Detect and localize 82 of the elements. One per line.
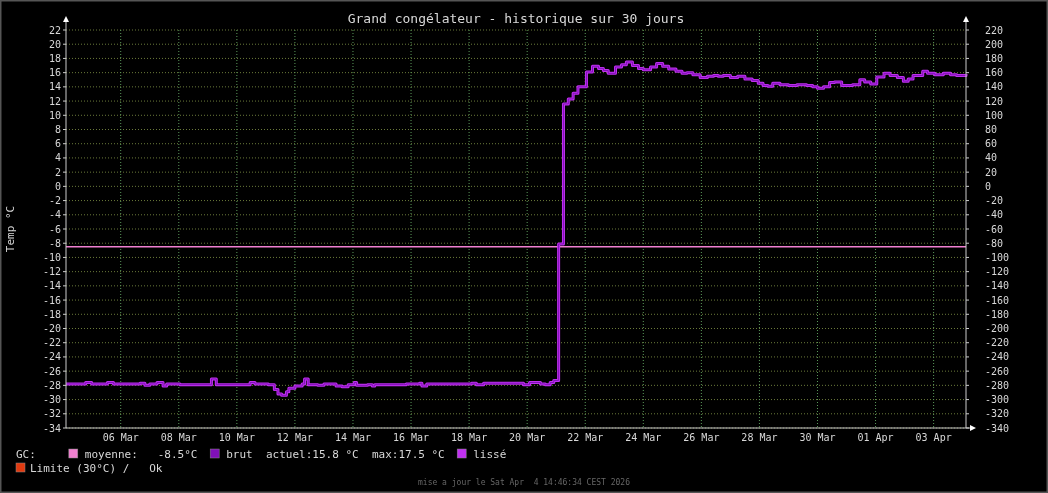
- y2-tick-label: -220: [985, 337, 1010, 349]
- y2-tick-label: 180: [985, 52, 1004, 64]
- y-axis-title: Temp °C: [4, 205, 17, 253]
- y2-tick-label: 220: [985, 24, 1004, 36]
- x-tick-label: 18 Mar: [451, 432, 488, 443]
- y2-tick-label: -320: [985, 408, 1010, 420]
- x-tick-label: 01 Apr: [857, 432, 894, 443]
- y-tick-label: 16: [48, 67, 61, 79]
- y-tick-label: -4: [48, 209, 61, 221]
- y2-tick-label: -160: [985, 294, 1010, 306]
- y-tick-label: -30: [42, 394, 61, 406]
- y2-tick-label: 0: [985, 180, 992, 192]
- y-tick-label: -22: [42, 337, 61, 349]
- y-tick-label: 2: [54, 166, 61, 178]
- y2-tick-label: -60: [985, 223, 1004, 235]
- y-tick-label: 8: [54, 124, 61, 135]
- y-tick-label: -20: [42, 323, 61, 334]
- y-tick-label: 12: [48, 95, 61, 107]
- y-tick-label: -8: [48, 237, 61, 249]
- y-tick-label: -12: [42, 266, 61, 278]
- y2-tick-label: -80: [985, 237, 1004, 249]
- y-tick-label: -34: [42, 422, 61, 434]
- y2-tick-label: 60: [985, 138, 998, 150]
- y-tick-label: 22: [48, 24, 61, 36]
- x-tick-label: 12 Mar: [276, 432, 313, 443]
- y-tick-label: 10: [48, 109, 61, 121]
- y-tick-label: -2: [48, 195, 61, 207]
- legend-label: moyenne: -8.5°C: [84, 448, 198, 461]
- y-tick-label: -18: [42, 308, 61, 320]
- y2-tick-label: -240: [985, 351, 1010, 363]
- y-tick-label: 14: [48, 81, 61, 93]
- y2-tick-label: 40: [985, 152, 998, 164]
- y2-tick-label: 140: [985, 81, 1004, 93]
- y2-tick-label: -100: [985, 251, 1010, 263]
- y2-tick-label: 160: [985, 67, 1004, 79]
- text: mise a jour le Sat Apr 4 14:46:34 CEST 2026: [418, 478, 631, 487]
- y-tick-label: 4: [54, 152, 61, 164]
- y2-tick-label: 80: [985, 124, 998, 135]
- x-tick-label: 16 Mar: [392, 432, 430, 443]
- x-tick-label: 03 Apr: [915, 432, 952, 443]
- y-tick-label: -6: [48, 223, 61, 235]
- x-tick-label: 30 Mar: [799, 432, 836, 443]
- text: actuel:15.8 °C max:17.5 °C: [265, 448, 445, 461]
- text: GC:: [16, 448, 36, 461]
- y2-tick-label: -180: [985, 308, 1010, 320]
- y2-tick-label: -20: [985, 195, 1004, 207]
- y-tick-label: -14: [42, 280, 61, 292]
- x-tick-label: 28 Mar: [741, 432, 778, 443]
- y2-tick-label: -140: [985, 280, 1010, 292]
- y2-tick-label: -200: [985, 323, 1010, 334]
- y2-tick-label: -340: [985, 422, 1010, 434]
- x-tick-label: 14 Mar: [334, 432, 372, 443]
- y2-tick-label: 100: [985, 109, 1004, 121]
- x-tick-label: 08 Mar: [160, 432, 197, 443]
- x-tick-label: 24 Mar: [625, 432, 662, 443]
- y2-tick-label: -120: [985, 266, 1010, 278]
- y-tick-label: -24: [42, 351, 61, 363]
- y-tick-label: 0: [54, 180, 61, 192]
- y2-tick-label: 200: [985, 38, 1004, 50]
- x-tick-label: 10 Mar: [218, 432, 255, 443]
- legend-label: brut: [226, 448, 253, 461]
- x-tick-label: 22 Mar: [567, 432, 604, 443]
- x-tick-label: 26 Mar: [683, 432, 720, 443]
- y2-tick-label: -300: [985, 394, 1010, 406]
- y-tick-label: 18: [48, 52, 61, 64]
- chart-title: Grand congélateur - historique sur 30 jours: [347, 11, 685, 26]
- y2-tick-label: 120: [985, 95, 1004, 107]
- text: Limite (30°C) / Ok: [30, 462, 163, 475]
- y-tick-label: 20: [48, 38, 61, 50]
- y-tick-label: -16: [42, 294, 61, 306]
- x-tick-label: 06 Mar: [102, 432, 139, 443]
- y-tick-label: -28: [42, 379, 61, 391]
- y-tick-label: -26: [42, 365, 61, 377]
- y2-tick-label: -40: [985, 209, 1004, 221]
- y-tick-label: -32: [42, 408, 61, 420]
- x-tick-label: 20 Mar: [509, 432, 546, 443]
- y2-tick-label: 20: [985, 166, 998, 178]
- legend-label: lissé: [473, 448, 507, 461]
- y-tick-label: 6: [54, 138, 61, 150]
- y2-tick-label: -280: [985, 379, 1010, 391]
- y-tick-label: -10: [42, 251, 61, 263]
- y2-tick-label: -260: [985, 365, 1010, 377]
